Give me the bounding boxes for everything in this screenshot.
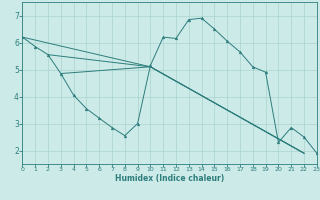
X-axis label: Humidex (Indice chaleur): Humidex (Indice chaleur) <box>115 174 224 183</box>
